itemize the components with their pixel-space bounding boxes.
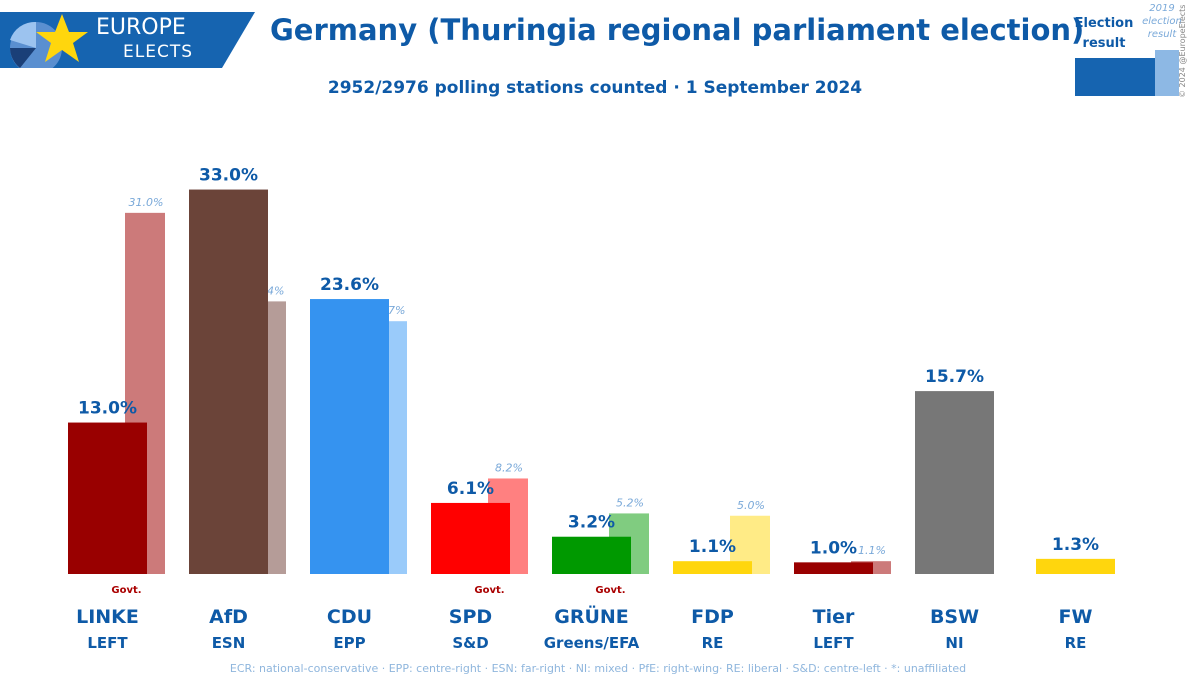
party-name-fw: FW bbox=[1059, 606, 1093, 628]
label-2019-linke: 31.0% bbox=[129, 196, 164, 209]
label-2024-bsw: 15.7% bbox=[925, 367, 984, 387]
party-name-bsw: BSW bbox=[930, 606, 979, 628]
logo-text-europe: EUROPE bbox=[96, 15, 186, 40]
bar-2024-fdp bbox=[673, 561, 752, 574]
party-name-cdu: CDU bbox=[327, 606, 372, 628]
logo-globe-segment bbox=[10, 21, 36, 48]
label-2019-tier: 1.1% bbox=[858, 544, 886, 557]
copyright-text: © 2024 @EuropeElects bbox=[1178, 4, 1187, 98]
bar-2024-linke bbox=[68, 422, 147, 574]
party-name-spd: SPD bbox=[449, 606, 492, 628]
page-title: Germany (Thuringia regional parliament e… bbox=[270, 13, 1085, 47]
subtitle-text: 2952/2976 polling stations counted · 1 S… bbox=[327, 78, 863, 98]
logo-text-elects: ELECTS bbox=[123, 42, 193, 62]
logo-star-icon bbox=[36, 14, 88, 62]
party-group-spd: S&D bbox=[452, 634, 488, 652]
bar-2024-spd bbox=[431, 502, 510, 574]
bar-2024-tier bbox=[794, 562, 873, 574]
legend-previous-label: 2019 election result bbox=[1142, 3, 1182, 40]
label-2024-fw: 1.3% bbox=[1052, 535, 1099, 555]
bar-2024-grne bbox=[552, 536, 631, 574]
party-name-linke: LINKE bbox=[76, 606, 139, 628]
govt-marker-spd: Govt. bbox=[474, 585, 504, 596]
footer-legend: ECR: national-conservative · EPP: centre… bbox=[229, 662, 967, 675]
party-group-linke: LEFT bbox=[87, 634, 128, 652]
page-subtitle: 2952/2976 polling stations counted · 1 S… bbox=[0, 78, 1196, 98]
bar-2024-bsw bbox=[915, 391, 994, 574]
govt-marker-linke: Govt. bbox=[111, 585, 141, 596]
bar-2024-afd bbox=[189, 189, 268, 575]
label-2019-fdp: 5.0% bbox=[737, 499, 765, 512]
party-group-cdu: EPP bbox=[333, 634, 365, 652]
party-group-tier: LEFT bbox=[813, 634, 854, 652]
party-group-fw: RE bbox=[1065, 634, 1087, 652]
party-group-fdp: RE bbox=[702, 634, 724, 652]
label-2024-grne: 3.2% bbox=[568, 513, 615, 533]
label-2024-cdu: 23.6% bbox=[320, 275, 379, 295]
party-name-afd: AfD bbox=[209, 606, 248, 628]
party-group-grne: Greens/EFA bbox=[544, 634, 640, 652]
party-name-tier: Tier bbox=[813, 606, 855, 628]
govt-marker-grne: Govt. bbox=[595, 585, 625, 596]
party-group-afd: ESN bbox=[212, 634, 246, 652]
label-2019-spd: 8.2% bbox=[495, 461, 523, 474]
label-2024-fdp: 1.1% bbox=[689, 537, 736, 557]
party-group-bsw: NI bbox=[945, 634, 963, 652]
logo-globe-segment-dark bbox=[10, 48, 36, 68]
label-2024-afd: 33.0% bbox=[199, 166, 258, 186]
party-name-fdp: FDP bbox=[691, 606, 734, 628]
label-2024-tier: 1.0% bbox=[810, 538, 857, 558]
label-2024-spd: 6.1% bbox=[447, 479, 494, 499]
bar-2024-cdu bbox=[310, 299, 389, 574]
label-2019-grne: 5.2% bbox=[616, 496, 644, 509]
legend-current-label: Election result bbox=[1074, 16, 1134, 51]
bar-2024-fw bbox=[1036, 558, 1115, 574]
europe-elects-logo bbox=[0, 12, 255, 68]
label-2024-linke: 13.0% bbox=[78, 399, 137, 419]
party-name-grne: GRÜNE bbox=[554, 604, 629, 628]
legend-current-swatch bbox=[1075, 58, 1155, 96]
legend-previous-swatch bbox=[1155, 50, 1179, 96]
